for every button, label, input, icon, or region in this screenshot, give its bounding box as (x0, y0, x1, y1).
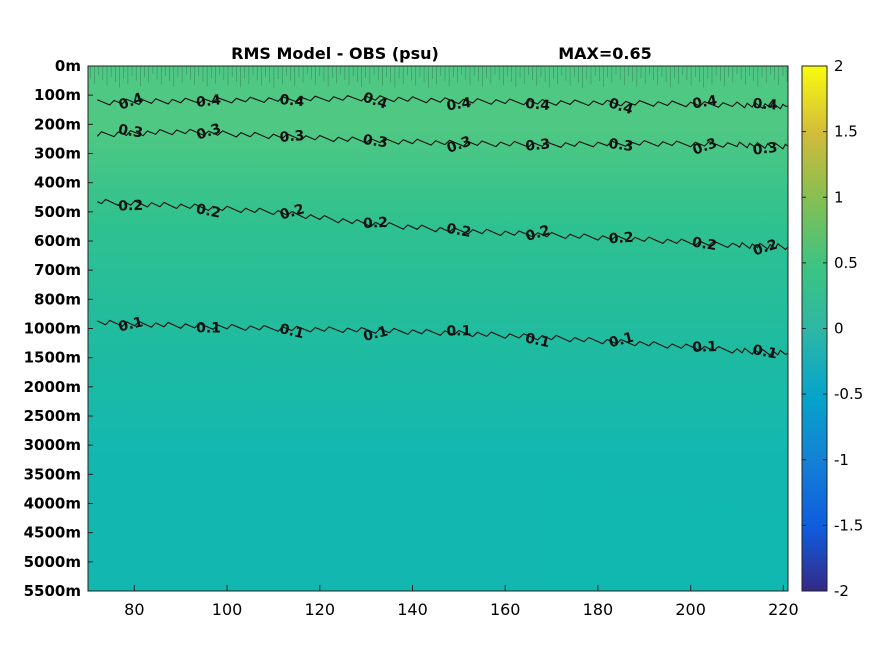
y-tick-label: 2000m (24, 378, 81, 396)
x-tick-label: 120 (305, 600, 336, 619)
contour-label: 0.1 (278, 321, 306, 342)
colorbar-tick-label: -1.5 (834, 516, 863, 534)
y-tick-label: 2500m (24, 407, 81, 425)
contour-label: 0.4 (752, 96, 778, 114)
contour-line (97, 319, 789, 357)
x-tick-label: 220 (768, 600, 799, 619)
contour-0.1: 0.1 0.1 0.1 0.1 0.1 0.1 0.1 0.1 0.1 (97, 314, 789, 363)
contour-label: 0.3 (279, 128, 305, 146)
y-tick-label: 1000m (24, 320, 81, 338)
contour-label: 0.1 (196, 320, 221, 336)
y-tick-label: 300m (34, 145, 81, 163)
contour-label: 0.3 (525, 136, 551, 155)
contour-label: 0.4 (195, 92, 222, 111)
y-tick-label: 700m (34, 261, 81, 279)
colorbar-tick-label: 1.5 (834, 123, 858, 141)
contour-label: 0.1 (607, 330, 635, 352)
contour-label: 0.1 (751, 342, 778, 362)
contour-label: 0.4 (279, 92, 306, 111)
colorbar-tick-label: 0 (834, 320, 844, 338)
contour-label: 0.1 (446, 323, 471, 339)
y-tick-label: 800m (34, 290, 81, 308)
x-tick-label: 140 (397, 600, 428, 619)
contour-0.2: 0.2 0.2 0.2 0.2 0.2 0.2 0.2 0.2 0.2 (97, 198, 789, 260)
contour-label: 0.2 (278, 201, 306, 223)
x-tick-label: 200 (675, 600, 706, 619)
y-tick-label: 4000m (24, 495, 81, 513)
y-tick-label: 400m (34, 174, 81, 192)
contour-line (97, 198, 789, 251)
y-tick-label: 600m (34, 232, 81, 250)
chart-title: RMS Model - OBS (psu) (231, 44, 439, 63)
y-tick-label: 4500m (24, 524, 81, 542)
x-tick-label: 160 (490, 600, 521, 619)
chart-max-label: MAX=0.65 (558, 44, 652, 63)
x-tick-label: 100 (212, 600, 243, 619)
contour-line (96, 128, 789, 150)
contour-0.3: 0.3 0.3 0.3 0.3 0.3 0.3 0.3 0.3 0.3 (96, 121, 789, 159)
contour-label: 0.4 (446, 95, 473, 114)
contour-label: 0.4 (607, 95, 636, 118)
colorbar-tick-label: -1 (834, 451, 849, 469)
contour-label: 0.2 (524, 222, 552, 245)
heatmap-field (88, 66, 788, 591)
y-tick-label: 3500m (24, 465, 81, 483)
y-tick-label: 0m (55, 57, 81, 75)
contour-label: 0.2 (445, 221, 472, 241)
y-tick-label: 5500m (24, 582, 81, 600)
y-axis: 0m 100m 200m 300m 400m 500m 600m 700m 800m 1000m 1… (24, 57, 93, 600)
contour-label: 0.1 (524, 330, 552, 351)
x-tick-label: 180 (583, 600, 614, 619)
y-tick-label: 100m (34, 86, 81, 104)
contour-label: 0.3 (752, 140, 779, 159)
contour-label: 0.2 (691, 234, 718, 254)
contour-label: 0.2 (195, 201, 222, 221)
deep-patch (542, 462, 788, 591)
y-tick-label: 1500m (24, 349, 81, 367)
colorbar-ticks: 2 1.5 1 0.5 0 -0.5 -1 -1.5 -2 (802, 57, 863, 600)
surface-noise (90, 66, 788, 88)
x-axis: 80 100 120 140 160 180 200 220 (124, 585, 799, 619)
contour-label: 0.3 (691, 135, 720, 159)
y-tick-label: 200m (34, 115, 81, 133)
contour-label: 0.3 (608, 136, 635, 155)
contour-label: 0.4 (361, 90, 390, 113)
contour-label: 0.4 (691, 93, 718, 113)
contour-label: 0.1 (692, 339, 717, 356)
y-tick-label: 5000m (24, 553, 81, 571)
contour-label: 0.3 (195, 121, 224, 144)
contour-label: 0.3 (117, 122, 144, 142)
colorbar-tick-label: 1 (834, 188, 844, 206)
contour-label: 0.1 (117, 314, 145, 335)
contour-0.4: 0.4 0.4 0.4 0.4 0.4 0.4 0.4 0.4 0.4 (97, 90, 789, 118)
colorbar-tick-label: 2 (834, 57, 844, 75)
contour-line (97, 95, 789, 110)
contour-label: 0.2 (118, 198, 143, 215)
contour-label: 0.4 (525, 96, 551, 114)
contour-label: 0.1 (362, 323, 390, 345)
y-tick-label: 3000m (24, 436, 81, 454)
contour-label: 0.2 (751, 237, 780, 260)
contour-label: 0.2 (363, 215, 389, 232)
y-tick-label: 500m (34, 203, 81, 221)
contour-label: 0.3 (362, 132, 389, 151)
x-tick-label: 80 (124, 600, 144, 619)
colorbar-tick-label: 0.5 (834, 254, 858, 272)
contour-label: 0.3 (445, 134, 474, 157)
colorbar-tick-label: -0.5 (834, 385, 863, 403)
contour-lines: 0.4 0.4 0.4 0.4 0.4 0.4 0.4 0.4 0.40.3 0.3 0.3 0.3 0… (96, 90, 789, 363)
contour-label: 0.2 (608, 230, 634, 248)
colorbar-tick-label: -2 (834, 582, 849, 600)
